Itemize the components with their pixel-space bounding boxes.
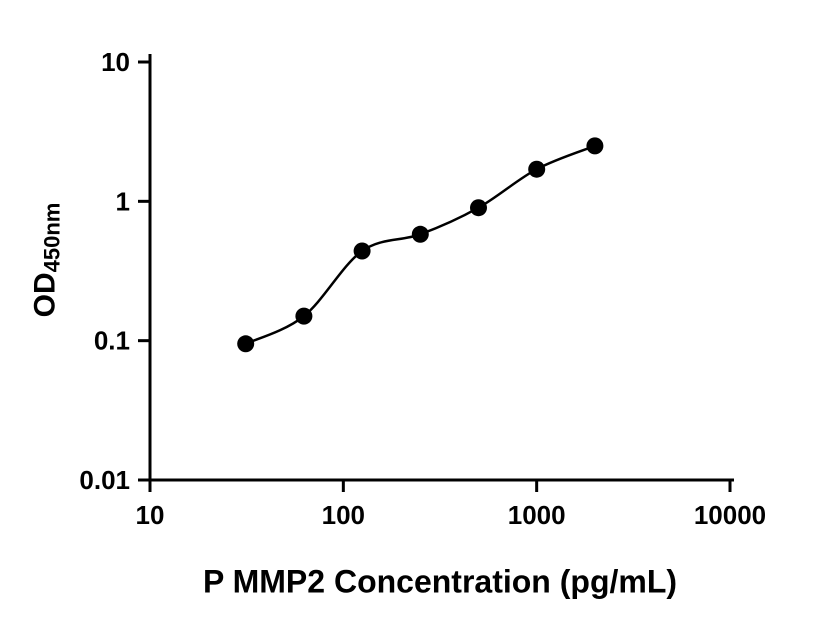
data-point — [528, 160, 546, 178]
x-axis-title: P MMP2 Concentration (pg/mL) — [202, 563, 678, 600]
y-tick-label: 0.1 — [94, 326, 130, 356]
data-point — [411, 225, 429, 243]
data-point — [295, 307, 313, 325]
y-axis-title-main: OD — [28, 272, 62, 318]
data-point — [353, 242, 371, 260]
x-tick-label: 1000 — [508, 500, 566, 530]
y-axis-title: OD450nm — [29, 203, 66, 318]
data-point — [237, 335, 255, 353]
y-tick-label: 10 — [101, 47, 130, 77]
y-axis-title-subscript: 450nm — [39, 202, 65, 273]
y-tick-label: 0.01 — [79, 465, 130, 495]
x-tick-label: 100 — [322, 500, 365, 530]
x-tick-label: 10000 — [694, 500, 766, 530]
x-tick-label: 10 — [136, 500, 165, 530]
data-point — [586, 137, 604, 155]
y-tick-label: 1 — [116, 186, 130, 216]
data-point — [470, 199, 487, 217]
